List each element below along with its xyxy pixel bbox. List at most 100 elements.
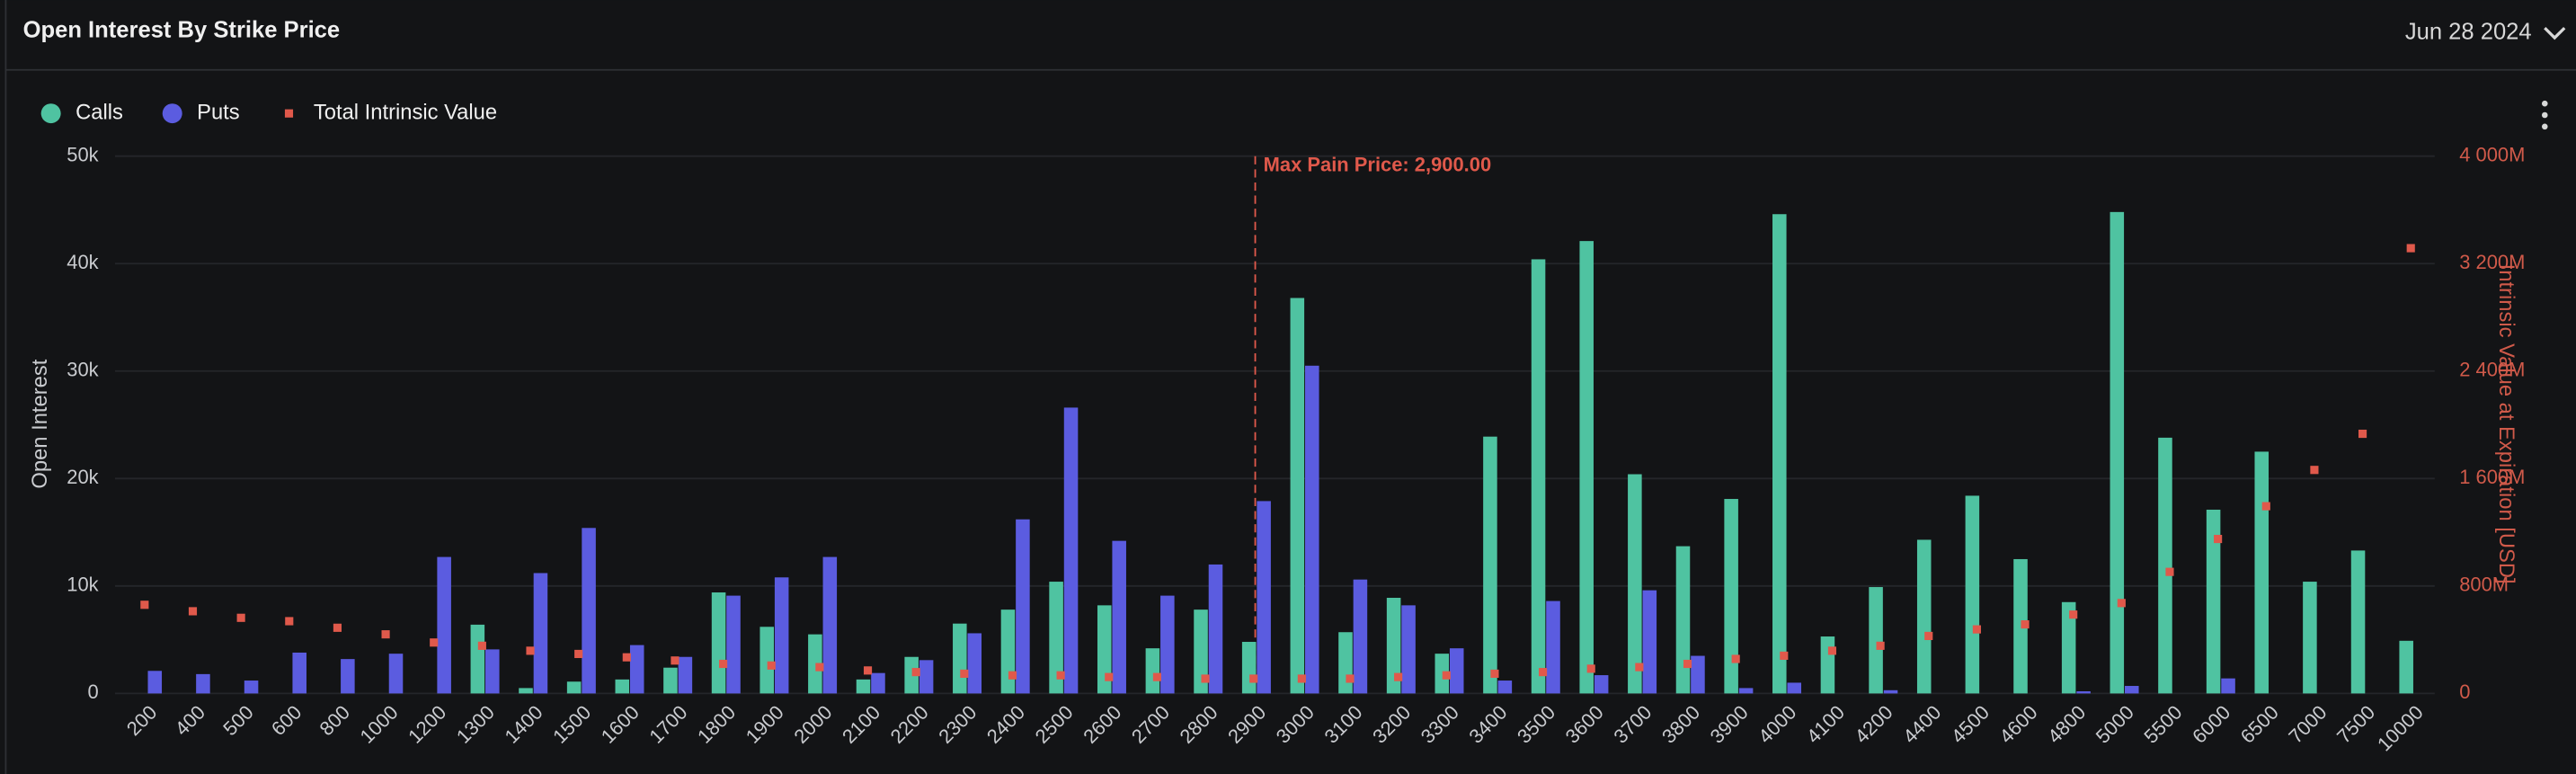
bar bbox=[1546, 601, 1560, 694]
bar bbox=[566, 681, 582, 694]
bar bbox=[1772, 214, 1787, 694]
bar bbox=[2061, 601, 2076, 694]
bar bbox=[2013, 558, 2028, 694]
point bbox=[2406, 244, 2415, 253]
bar bbox=[1883, 689, 1898, 694]
point bbox=[477, 641, 486, 650]
y2-tick-label: 4 000M bbox=[2459, 143, 2525, 165]
legend-marker bbox=[284, 109, 294, 118]
point bbox=[2069, 610, 2078, 619]
more-menu[interactable] bbox=[2541, 100, 2548, 130]
bar bbox=[1497, 681, 1513, 694]
bar bbox=[919, 660, 934, 694]
menu-dot bbox=[2541, 111, 2548, 119]
bar bbox=[856, 679, 871, 694]
menu-dot bbox=[2541, 100, 2548, 107]
date-selector[interactable]: Jun 28 2024 bbox=[2405, 19, 2532, 44]
bar bbox=[341, 659, 355, 694]
point bbox=[2117, 599, 2126, 608]
point bbox=[911, 668, 920, 677]
bar bbox=[2110, 211, 2125, 694]
bar bbox=[1257, 501, 1271, 694]
menu-dot bbox=[2541, 123, 2548, 130]
y-tick-label: 30k bbox=[67, 359, 98, 381]
y-tick-label: 10k bbox=[67, 574, 98, 596]
bar bbox=[2076, 690, 2091, 694]
bar bbox=[1787, 682, 1802, 694]
bar bbox=[1145, 648, 1160, 694]
legend-item[interactable]: Calls bbox=[40, 100, 123, 124]
legend-item[interactable]: Puts bbox=[162, 100, 240, 124]
point bbox=[236, 613, 245, 622]
legend-marker bbox=[40, 103, 61, 124]
point bbox=[574, 649, 583, 659]
bar bbox=[485, 649, 500, 694]
point bbox=[140, 601, 149, 609]
bar bbox=[1724, 499, 1738, 694]
bar bbox=[615, 679, 630, 694]
y2-tick-label: 2 400M bbox=[2459, 359, 2525, 381]
bar bbox=[1016, 519, 1030, 694]
point bbox=[1924, 631, 1933, 641]
bar bbox=[1820, 636, 1835, 694]
point bbox=[1442, 671, 1451, 680]
point bbox=[863, 666, 873, 675]
point bbox=[333, 623, 342, 632]
bar bbox=[1531, 259, 1546, 694]
bar bbox=[533, 573, 548, 694]
bar bbox=[1194, 609, 1208, 694]
bar bbox=[1000, 609, 1016, 694]
bar bbox=[2399, 640, 2413, 694]
point bbox=[1731, 654, 1740, 663]
point bbox=[430, 638, 439, 647]
legend-item[interactable]: Total Intrinsic Value bbox=[284, 100, 497, 124]
bar bbox=[196, 673, 210, 694]
bar bbox=[582, 528, 596, 694]
bar bbox=[953, 623, 967, 694]
point bbox=[622, 653, 631, 662]
bar bbox=[711, 592, 726, 694]
bar bbox=[1628, 474, 1642, 694]
point bbox=[2310, 466, 2319, 475]
bar bbox=[1869, 587, 1883, 694]
point bbox=[960, 669, 969, 678]
legend-label: Calls bbox=[76, 100, 123, 124]
point bbox=[2214, 534, 2223, 544]
bar bbox=[2350, 550, 2366, 694]
bar bbox=[1738, 688, 1754, 694]
bar bbox=[759, 627, 774, 694]
point bbox=[1780, 651, 1789, 660]
point bbox=[1490, 669, 1499, 678]
bar bbox=[1160, 595, 1175, 694]
bar bbox=[1241, 642, 1257, 694]
bar bbox=[1353, 579, 1368, 694]
y-tick-label: 40k bbox=[67, 251, 98, 273]
y2-tick-label: 3 200M bbox=[2459, 251, 2525, 273]
point bbox=[671, 656, 680, 665]
y-axis-title: Open Interest bbox=[28, 359, 52, 488]
point bbox=[381, 630, 390, 639]
point bbox=[188, 607, 198, 616]
point bbox=[1297, 674, 1306, 683]
bar bbox=[1916, 539, 1932, 694]
bar bbox=[1208, 564, 1223, 694]
legend-label: Total Intrinsic Value bbox=[314, 100, 497, 124]
y-tick-label: 20k bbox=[67, 466, 98, 488]
bar bbox=[629, 645, 644, 694]
point bbox=[2165, 567, 2174, 576]
bar bbox=[808, 634, 822, 694]
bar bbox=[2158, 437, 2172, 694]
dropdown-chevron[interactable] bbox=[2544, 26, 2566, 40]
bar bbox=[904, 656, 919, 694]
bar bbox=[1386, 597, 1401, 694]
bar bbox=[1290, 298, 1305, 694]
point bbox=[1539, 668, 1548, 677]
bar bbox=[1594, 675, 1609, 694]
bar bbox=[1449, 648, 1464, 694]
bar bbox=[1965, 495, 1980, 694]
point bbox=[767, 661, 776, 670]
legend-label: Puts bbox=[197, 100, 240, 124]
point bbox=[1249, 674, 1258, 683]
